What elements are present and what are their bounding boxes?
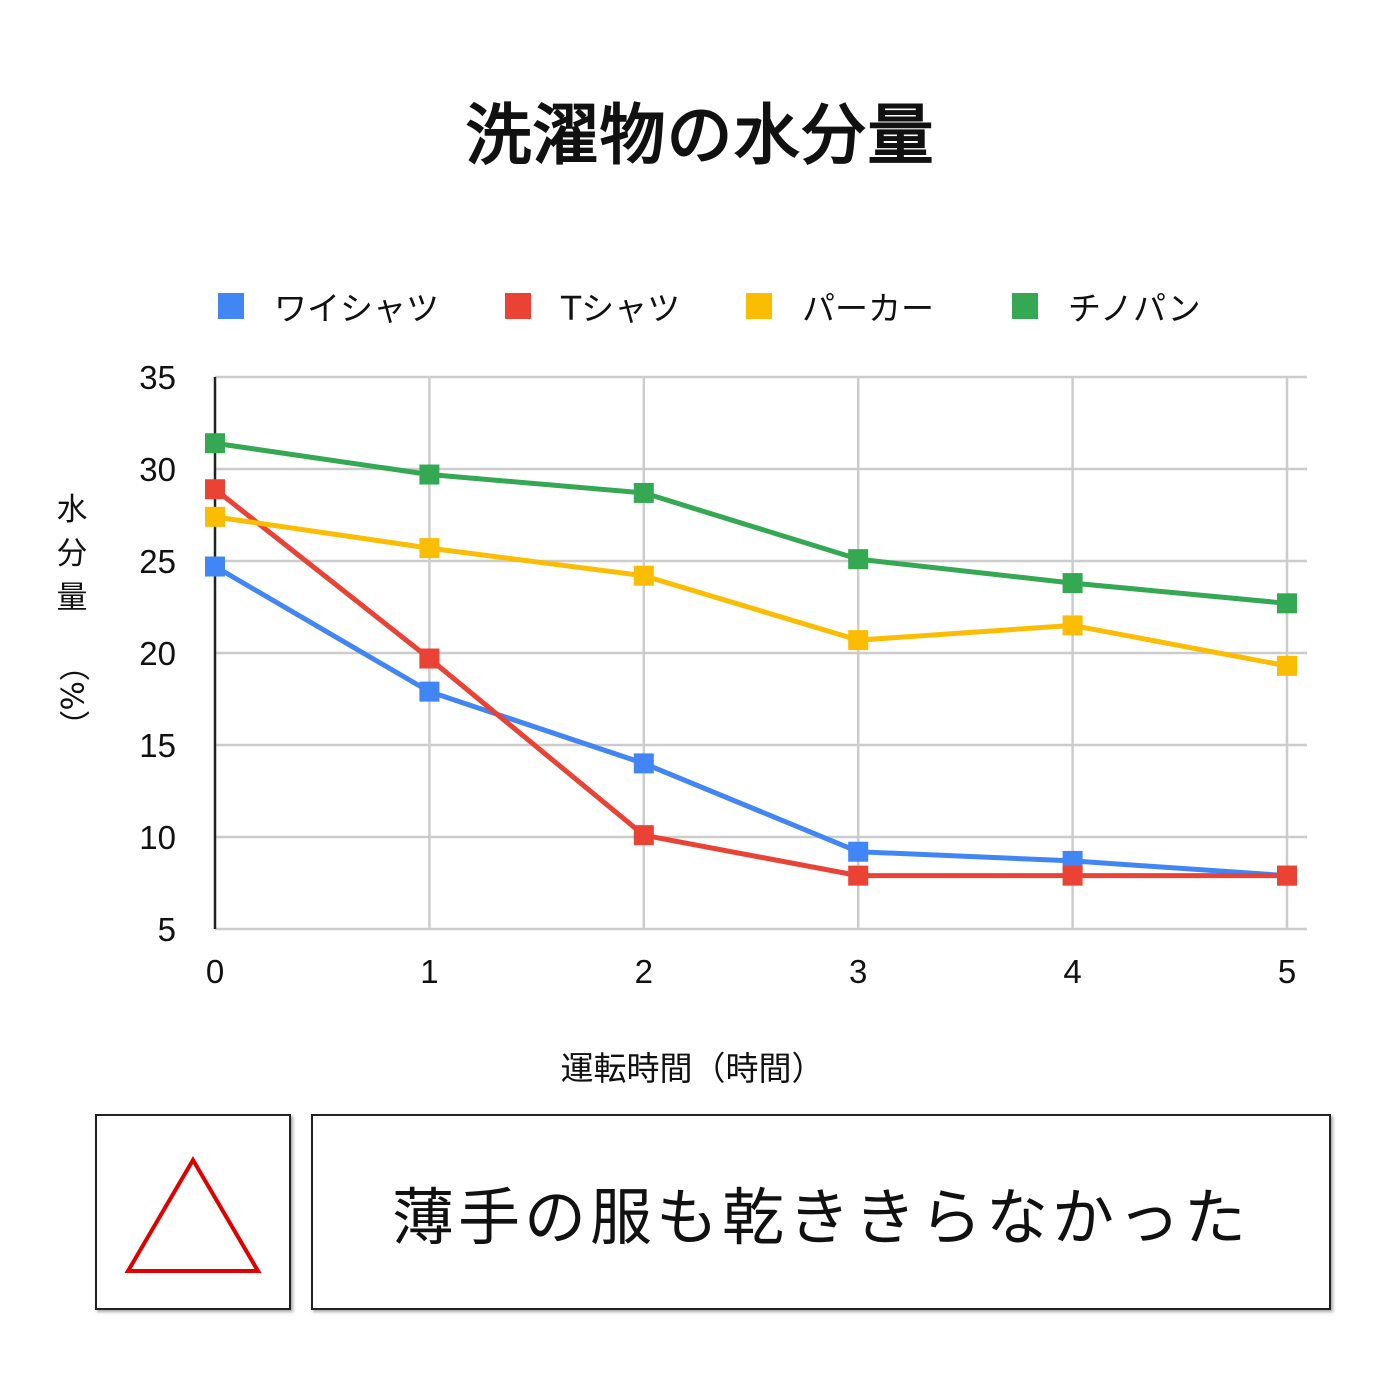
y-tick-label: 20	[139, 635, 176, 672]
data-point-marker	[205, 556, 225, 577]
chart-series-markers	[205, 433, 1297, 886]
data-point-marker	[633, 565, 654, 586]
chart-series-lines	[213, 440, 1288, 879]
data-point-marker	[205, 433, 225, 454]
data-point-marker	[419, 538, 440, 559]
data-point-marker	[848, 630, 869, 651]
comment-box: 薄手の服も乾ききらなかった	[311, 1114, 1331, 1310]
data-point-marker	[205, 506, 225, 527]
legend-label: チノパン	[1068, 289, 1201, 328]
data-point-marker	[1277, 593, 1297, 614]
legend-swatch	[746, 293, 772, 319]
series-line-3	[214, 440, 1288, 606]
legend-item-hoodie: パーカー	[746, 282, 934, 330]
legend-swatch	[1012, 293, 1038, 319]
comment-text: 薄手の服も乾ききらなかった	[391, 1181, 1250, 1254]
y-tick-label: 30	[139, 451, 176, 488]
chart-grid	[215, 375, 1307, 931]
series-line-2	[214, 514, 1288, 669]
x-axis-label: 運転時間（時間）	[560, 1049, 825, 1088]
legend-swatch	[218, 293, 244, 319]
data-point-marker	[1277, 655, 1297, 676]
data-point-marker	[848, 841, 869, 862]
triangle-icon	[124, 1156, 262, 1273]
chart-title: 洗濯物の水分量	[465, 97, 935, 174]
x-tick-label: 2	[635, 953, 653, 990]
x-tick-label: 1	[420, 953, 438, 990]
legend-label: Tシャツ	[561, 289, 681, 328]
chart-tick-labels: 5 10 15 20 25 30 35 0 1 2 3 4 5	[139, 359, 1296, 990]
series-line-0	[213, 564, 1288, 879]
x-tick-label: 5	[1278, 953, 1296, 990]
y-tick-label: 5	[158, 911, 176, 948]
x-tick-label: 0	[206, 953, 224, 990]
y-axis-label: 水分量	[56, 492, 88, 616]
legend-swatch	[505, 293, 531, 319]
data-point-marker	[1277, 865, 1297, 886]
y-tick-label: 10	[139, 819, 176, 856]
data-point-marker	[1062, 615, 1083, 636]
data-point-marker	[848, 549, 869, 570]
legend-item-tshirt: Tシャツ	[505, 282, 680, 330]
line-chart: 5 10 15 20 25 30 35 0 1 2 3 4 5	[139, 359, 1307, 990]
x-tick-label: 3	[849, 953, 867, 990]
y-tick-label: 25	[139, 543, 176, 580]
legend-item-yshirt: ワイシャツ	[218, 282, 439, 330]
y-axis-unit-label: （%）	[53, 650, 89, 742]
data-point-marker	[419, 681, 440, 702]
legend-label: ワイシャツ	[274, 289, 439, 328]
data-point-marker	[848, 865, 869, 886]
y-tick-label: 15	[139, 727, 176, 764]
data-point-marker	[633, 753, 654, 774]
data-point-marker	[205, 479, 225, 500]
legend-item-chinos: チノパン	[1012, 282, 1201, 330]
data-point-marker	[633, 482, 654, 503]
data-point-marker	[1062, 865, 1083, 886]
data-point-marker	[419, 648, 440, 669]
data-point-marker	[633, 825, 654, 846]
rating-box	[95, 1114, 291, 1310]
legend-label: パーカー	[802, 289, 934, 328]
series-line-1	[213, 487, 1287, 879]
data-point-marker	[1062, 573, 1083, 594]
data-point-marker	[419, 464, 440, 485]
chart-legend: ワイシャツ Tシャツ パーカー チノパン	[0, 282, 1400, 330]
x-tick-label: 4	[1063, 953, 1081, 990]
y-tick-label: 35	[139, 359, 176, 396]
